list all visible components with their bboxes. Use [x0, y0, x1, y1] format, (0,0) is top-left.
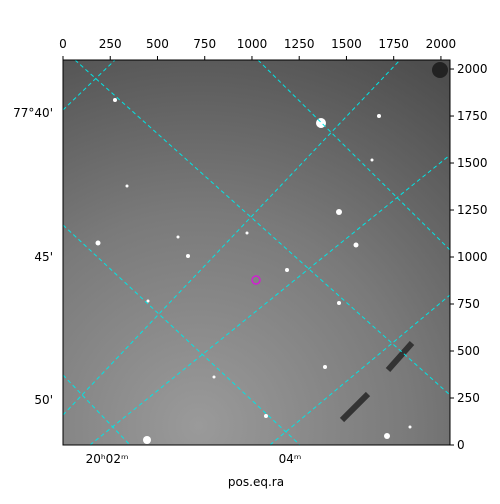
- y-tick-label: 1750: [457, 109, 488, 123]
- dec-tick-label: 77°40': [13, 106, 53, 120]
- x-tick-label: 1000: [237, 37, 268, 51]
- dec-tick-label: 50': [34, 393, 53, 407]
- coordinate-grid: [63, 60, 450, 445]
- x-tick-label: 500: [146, 37, 169, 51]
- y-tick-label: 1500: [457, 156, 488, 170]
- y-tick-label: 1250: [457, 203, 488, 217]
- x-tick-label: 1250: [284, 37, 315, 51]
- y-tick-label: 1000: [457, 250, 488, 264]
- dec-tick-label: 45': [34, 250, 53, 264]
- ra-tick-label: 20ʰ02ᵐ: [86, 452, 129, 466]
- y-tick-label: 0: [457, 438, 465, 452]
- x-tick-label: 2000: [426, 37, 457, 51]
- y-tick-label: 500: [457, 344, 480, 358]
- axes-frame: [62, 59, 451, 446]
- y-tick-label: 250: [457, 391, 480, 405]
- x-tick-label: 250: [99, 37, 122, 51]
- x-tick-label: 1750: [378, 37, 409, 51]
- ra-tick-label: 04ᵐ: [279, 452, 302, 466]
- x-tick-label: 750: [193, 37, 216, 51]
- x-tick-label: 1500: [331, 37, 362, 51]
- sky-image: [63, 60, 450, 445]
- y-tick-label: 2000: [457, 62, 488, 76]
- x-tick-label: 0: [59, 37, 67, 51]
- y-tick-label: 750: [457, 297, 480, 311]
- x-axis-label: pos.eq.ra: [228, 475, 284, 489]
